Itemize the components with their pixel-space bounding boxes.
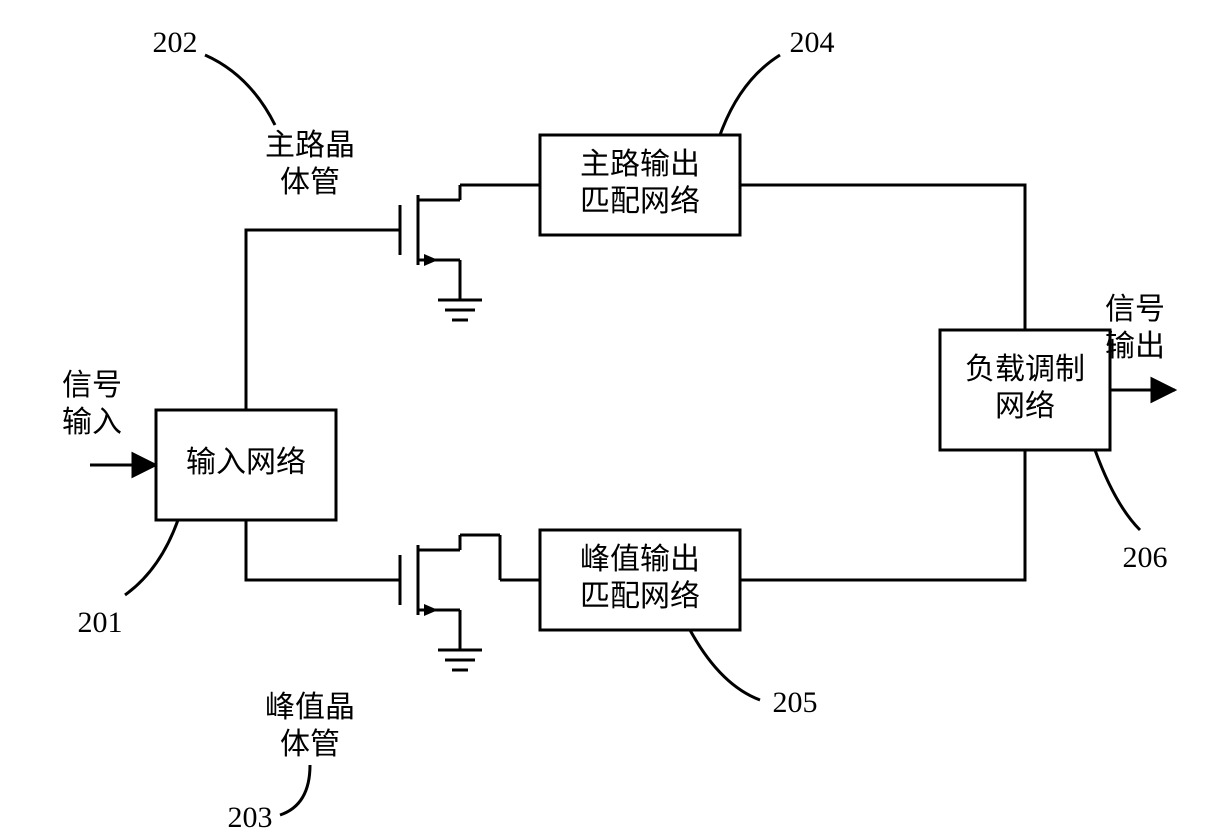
output-label-line2: 输出 (1105, 330, 1165, 363)
block-204-line1: 主路输出 (580, 148, 700, 181)
block-205-line1: 峰值输出 (580, 543, 700, 576)
block-load-modulation: 负载调制 网络 (940, 330, 1110, 450)
input-label-line1: 信号 (62, 369, 122, 402)
output-label-line1: 信号 (1105, 293, 1165, 326)
label-202-line2: 体管 (280, 166, 340, 199)
ref-205: 205 (773, 686, 818, 719)
signal-output: 信号 输出 (1105, 293, 1175, 390)
ref-206: 206 (1123, 541, 1168, 574)
block-206-line2: 网络 (995, 390, 1055, 423)
ref-201: 201 (78, 606, 123, 639)
ref-204: 204 (790, 26, 835, 59)
ref-203: 203 (228, 801, 273, 834)
ref-202: 202 (153, 26, 198, 59)
label-203-line2: 体管 (280, 728, 340, 761)
block-205-line2: 匹配网络 (580, 580, 700, 613)
peak-transistor (400, 535, 540, 670)
block-input-network: 输入网络 (156, 410, 336, 520)
signal-input: 信号 输入 (62, 369, 156, 465)
label-202-line1: 主路晶 (265, 129, 355, 162)
block-204-line2: 匹配网络 (580, 185, 700, 218)
block-206-line1: 负载调制 (965, 353, 1085, 386)
block-201-label: 输入网络 (186, 446, 306, 479)
main-transistor (400, 185, 540, 320)
block-main-output-matching: 主路输出 匹配网络 (540, 135, 740, 235)
label-203-line1: 峰值晶 (265, 691, 355, 724)
input-label-line2: 输入 (62, 406, 122, 439)
block-peak-output-matching: 峰值输出 匹配网络 (540, 530, 740, 630)
diagram-canvas: 信号 输入 输入网络 主路晶 体管 (0, 0, 1206, 838)
